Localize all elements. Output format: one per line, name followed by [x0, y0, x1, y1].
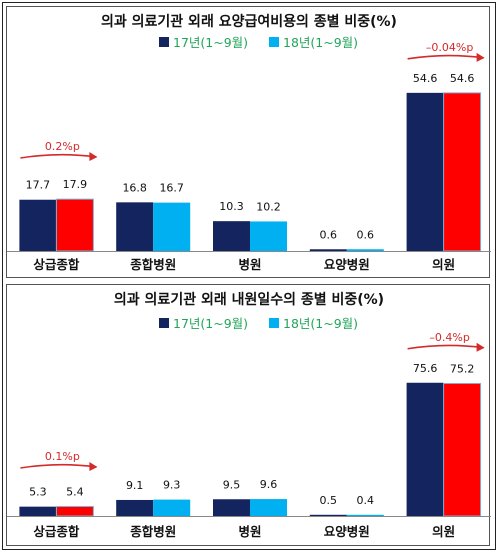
change-annotation: –0.4%p [429, 331, 469, 344]
change-arrow [407, 54, 484, 60]
bar-병원-series-1 [250, 221, 287, 251]
change-arrow [20, 463, 97, 469]
change-arrow [407, 344, 484, 350]
legend-swatch-1 [269, 37, 279, 47]
change-annotation: 0.2%p [45, 140, 80, 153]
bar-병원-series-1 [250, 499, 287, 516]
category-label: 상급종합 [33, 524, 80, 539]
chart-title: 의과 의료기관 외래 요양급여비용의 종별 비중(%) [101, 13, 397, 30]
bar-의원-series-0 [406, 382, 444, 516]
bar-의원-series-1 [443, 382, 482, 517]
value-label: 0.6 [357, 228, 375, 241]
value-label: 9.6 [260, 478, 278, 491]
value-label: 17.7 [26, 179, 51, 192]
legend-label-0: 17년(1~9월) [173, 35, 248, 50]
change-arrow-head [476, 52, 485, 62]
value-label: 9.5 [223, 478, 241, 491]
value-label: 0.4 [357, 494, 375, 507]
category-label: 의원 [432, 257, 455, 272]
value-label: 5.3 [29, 486, 47, 499]
category-label: 병원 [238, 257, 261, 272]
legend-label-1: 18년(1~9월) [283, 35, 358, 50]
value-label: 17.9 [63, 178, 88, 191]
value-label: 10.2 [256, 200, 281, 213]
value-label: 9.3 [163, 479, 181, 492]
bar-종합병원-series-0 [116, 202, 154, 251]
bar-요양병원-series-1 [346, 249, 384, 251]
bar-의원-series-0 [406, 92, 444, 252]
bar-종합병원-series-1 [153, 499, 191, 516]
category-label: 의원 [432, 524, 455, 539]
bar-상급종합-series-0 [19, 506, 57, 516]
category-label: 요양병원 [324, 524, 370, 539]
chart-panel-visits: 의과 의료기관 외래 내원일수의 종별 비중(%) 17년(1~9월) 18년(1~… [6, 284, 491, 546]
legend-swatch-0 [159, 318, 169, 328]
bar-상급종합-series-0 [19, 199, 57, 251]
chart-title: 의과 의료기관 외래 내원일수의 종별 비중(%) [114, 291, 384, 308]
bar-요양병원-series-1 [346, 514, 384, 516]
value-label: 5.4 [66, 485, 84, 498]
value-label: 54.6 [450, 72, 475, 85]
change-annotation: –0.04%p [426, 41, 473, 54]
value-label: 16.7 [159, 182, 184, 195]
figure-frame [2, 2, 496, 550]
change-arrow [20, 153, 97, 159]
category-label: 종합병원 [130, 524, 176, 539]
value-label: 75.6 [413, 362, 438, 375]
category-label: 병원 [238, 524, 261, 539]
change-arrow-head [476, 342, 485, 352]
bar-병원-series-0 [213, 221, 250, 251]
chart-panel-cost: 의과 의료기관 외래 요양급여비용의 종별 비중(%) 17년(1~9월) 18년(… [6, 6, 491, 278]
change-arrow-head [89, 462, 98, 471]
value-label: 54.6 [413, 72, 438, 85]
bar-요양병원-series-0 [309, 249, 347, 251]
category-label: 요양병원 [324, 257, 370, 272]
change-arrow-head [89, 152, 98, 161]
legend-swatch-1 [269, 318, 279, 328]
value-label: 75.2 [450, 362, 475, 375]
value-label: 10.3 [219, 200, 244, 213]
value-label: 16.8 [122, 181, 147, 194]
value-label: 0.5 [320, 494, 338, 507]
legend-swatch-0 [159, 37, 169, 47]
bar-요양병원-series-0 [309, 514, 347, 516]
value-label: 9.1 [126, 479, 144, 492]
bar-종합병원-series-1 [153, 202, 191, 251]
bar-병원-series-0 [213, 499, 250, 516]
change-annotation: 0.1%p [45, 450, 80, 463]
bar-상급종합-series-1 [55, 198, 94, 252]
bar-종합병원-series-0 [116, 499, 154, 516]
legend-label-1: 18년(1~9월) [283, 316, 358, 331]
bar-의원-series-1 [443, 92, 482, 252]
chart-visit-days-share: 의과 의료기관 외래 내원일수의 종별 비중(%) 17년(1~9월) 18년(1~… [7, 291, 491, 539]
category-label: 종합병원 [130, 257, 176, 272]
bar-상급종합-series-1 [55, 505, 94, 517]
category-label: 상급종합 [33, 257, 80, 272]
chart-cost-share: 의과 의료기관 외래 요양급여비용의 종별 비중(%) 17년(1~9월) 18년(… [7, 13, 491, 272]
value-label: 0.6 [320, 228, 338, 241]
legend-label-0: 17년(1~9월) [173, 316, 248, 331]
